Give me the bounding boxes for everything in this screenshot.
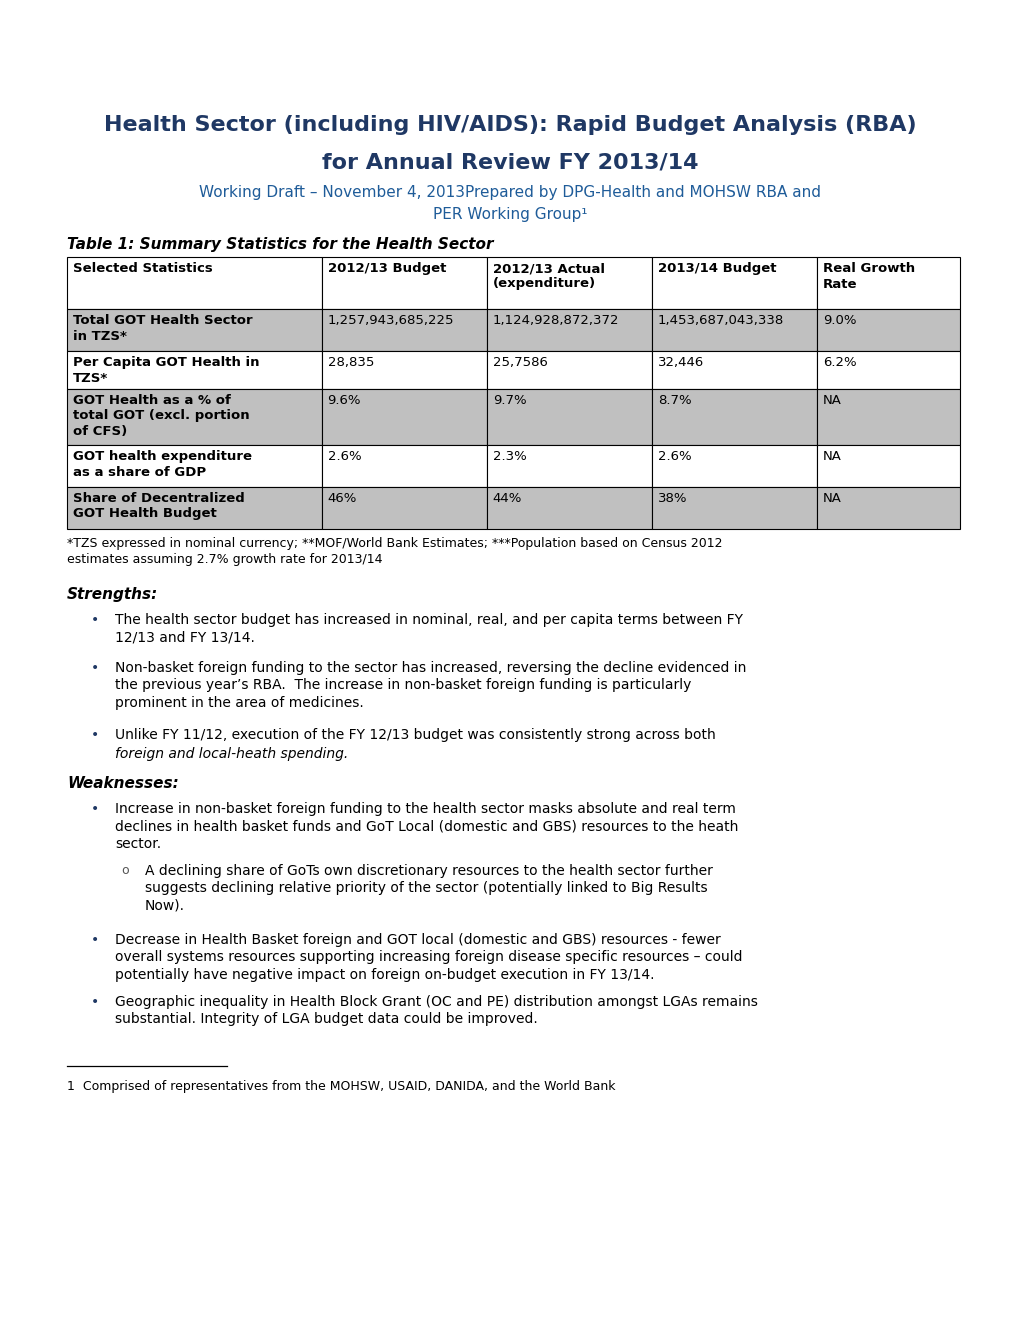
Bar bbox=[321, 309, 486, 351]
Text: NA: NA bbox=[822, 492, 841, 506]
Text: •: • bbox=[91, 803, 99, 816]
Bar bbox=[67, 309, 321, 351]
Text: •: • bbox=[91, 612, 99, 627]
Text: 9.6%: 9.6% bbox=[327, 393, 361, 407]
Bar bbox=[321, 487, 486, 529]
Bar bbox=[486, 389, 651, 445]
Text: 1,124,928,872,372: 1,124,928,872,372 bbox=[492, 314, 619, 327]
Text: Non-basket foreign funding to the sector has increased, reversing the decline ev: Non-basket foreign funding to the sector… bbox=[115, 661, 746, 710]
Text: 28,835: 28,835 bbox=[327, 356, 374, 370]
Bar bbox=[67, 351, 321, 389]
Bar bbox=[816, 351, 959, 389]
Text: The health sector budget has increased in nominal, real, and per capita terms be: The health sector budget has increased i… bbox=[115, 612, 742, 644]
Bar bbox=[651, 445, 816, 487]
Text: NA: NA bbox=[822, 393, 841, 407]
Text: •: • bbox=[91, 933, 99, 946]
Text: PER Working Group¹: PER Working Group¹ bbox=[432, 207, 587, 222]
Text: o: o bbox=[121, 865, 128, 876]
Bar bbox=[651, 389, 816, 445]
Text: •: • bbox=[91, 661, 99, 675]
Text: A declining share of GoTs own discretionary resources to the health sector furth: A declining share of GoTs own discretion… bbox=[145, 865, 712, 912]
Text: *TZS expressed in nominal currency; **MOF/World Bank Estimates; ***Population ba: *TZS expressed in nominal currency; **MO… bbox=[67, 537, 721, 566]
Text: Unlike FY 11/12, execution of the FY 12/13 budget was consistently strong across: Unlike FY 11/12, execution of the FY 12/… bbox=[115, 729, 715, 742]
Bar bbox=[321, 389, 486, 445]
Bar bbox=[486, 257, 651, 309]
Bar bbox=[486, 487, 651, 529]
Text: 25,7586: 25,7586 bbox=[492, 356, 547, 370]
Text: Table 1: Summary Statistics for the Health Sector: Table 1: Summary Statistics for the Heal… bbox=[67, 238, 493, 252]
Bar bbox=[321, 257, 486, 309]
Bar bbox=[67, 257, 321, 309]
Text: 2.3%: 2.3% bbox=[492, 450, 526, 463]
Bar bbox=[816, 445, 959, 487]
Bar bbox=[486, 351, 651, 389]
Bar bbox=[321, 351, 486, 389]
Text: Strengths:: Strengths: bbox=[67, 587, 158, 602]
Text: GOT Health as a % of
total GOT (excl. portion
of CFS): GOT Health as a % of total GOT (excl. po… bbox=[73, 393, 250, 438]
Text: 46%: 46% bbox=[327, 492, 357, 506]
Bar bbox=[651, 351, 816, 389]
Text: 38%: 38% bbox=[657, 492, 687, 506]
Text: NA: NA bbox=[822, 450, 841, 463]
Text: 32,446: 32,446 bbox=[657, 356, 703, 370]
Text: Decrease in Health Basket foreign and GOT local (domestic and GBS) resources - f: Decrease in Health Basket foreign and GO… bbox=[115, 933, 742, 982]
Text: foreign and local-heath spending.: foreign and local-heath spending. bbox=[115, 747, 347, 762]
Text: Weaknesses:: Weaknesses: bbox=[67, 776, 178, 791]
Text: 1  Comprised of representatives from the MOHSW, USAID, DANIDA, and the World Ban: 1 Comprised of representatives from the … bbox=[67, 1080, 614, 1093]
Text: Real Growth
Rate: Real Growth Rate bbox=[822, 261, 914, 290]
Text: •: • bbox=[91, 729, 99, 742]
Text: 2013/14 Budget: 2013/14 Budget bbox=[657, 261, 775, 275]
Text: Per Capita GOT Health in
TZS*: Per Capita GOT Health in TZS* bbox=[73, 356, 259, 384]
Text: 8.7%: 8.7% bbox=[657, 393, 691, 407]
Bar bbox=[816, 309, 959, 351]
Text: Selected Statistics: Selected Statistics bbox=[73, 261, 213, 275]
Bar bbox=[67, 487, 321, 529]
Text: 6.2%: 6.2% bbox=[822, 356, 856, 370]
Text: 1,257,943,685,225: 1,257,943,685,225 bbox=[327, 314, 453, 327]
Bar bbox=[816, 257, 959, 309]
Text: 44%: 44% bbox=[492, 492, 522, 506]
Text: Total GOT Health Sector
in TZS*: Total GOT Health Sector in TZS* bbox=[73, 314, 253, 342]
Bar bbox=[651, 309, 816, 351]
Bar bbox=[321, 445, 486, 487]
Text: Increase in non-basket foreign funding to the health sector masks absolute and r: Increase in non-basket foreign funding t… bbox=[115, 803, 738, 850]
Text: 2.6%: 2.6% bbox=[327, 450, 361, 463]
Text: 2012/13 Budget: 2012/13 Budget bbox=[327, 261, 445, 275]
Bar bbox=[67, 445, 321, 487]
Text: •: • bbox=[91, 995, 99, 1008]
Text: 9.7%: 9.7% bbox=[492, 393, 526, 407]
Text: 2.6%: 2.6% bbox=[657, 450, 691, 463]
Bar bbox=[486, 309, 651, 351]
Text: GOT health expenditure
as a share of GDP: GOT health expenditure as a share of GDP bbox=[73, 450, 252, 479]
Bar bbox=[816, 487, 959, 529]
Bar bbox=[816, 389, 959, 445]
Text: Geographic inequality in Health Block Grant (OC and PE) distribution amongst LGA: Geographic inequality in Health Block Gr… bbox=[115, 995, 757, 1027]
Text: 9.0%: 9.0% bbox=[822, 314, 856, 327]
Text: Working Draft – November 4, 2013Prepared by DPG-Health and MOHSW RBA and: Working Draft – November 4, 2013Prepared… bbox=[199, 185, 820, 201]
Text: Health Sector (including HIV/AIDS): Rapid Budget Analysis (RBA): Health Sector (including HIV/AIDS): Rapi… bbox=[104, 115, 915, 135]
Bar bbox=[651, 487, 816, 529]
Bar bbox=[651, 257, 816, 309]
Text: 2012/13 Actual
(expenditure): 2012/13 Actual (expenditure) bbox=[492, 261, 604, 290]
Text: for Annual Review FY 2013/14: for Annual Review FY 2013/14 bbox=[321, 153, 698, 173]
Bar bbox=[486, 445, 651, 487]
Text: Share of Decentralized
GOT Health Budget: Share of Decentralized GOT Health Budget bbox=[73, 492, 245, 520]
Bar bbox=[67, 389, 321, 445]
Text: 1,453,687,043,338: 1,453,687,043,338 bbox=[657, 314, 784, 327]
